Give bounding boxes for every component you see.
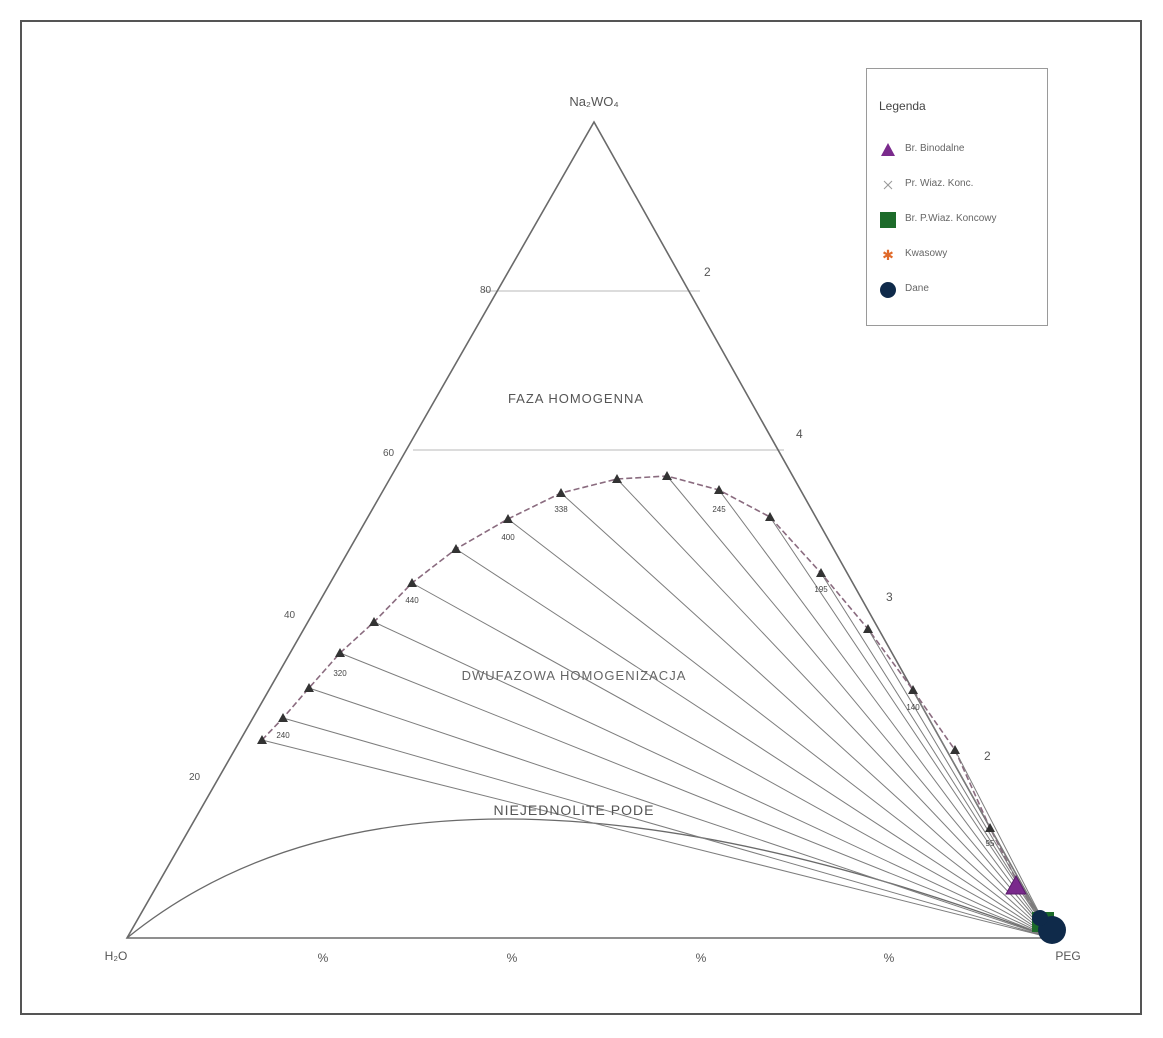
- binodal-point-marker: [556, 488, 566, 497]
- left-tick-2: 60: [383, 448, 395, 459]
- square-marker-icon: [880, 212, 896, 228]
- binodal-point-marker: [407, 578, 417, 587]
- left-tick-4: 20: [189, 772, 201, 783]
- tie-line: [282, 717, 1053, 939]
- tie-line: [666, 475, 1053, 939]
- binodal-point-marker: [304, 683, 314, 692]
- region-label-homogeneous: FAZA HOMOGENNA: [508, 391, 644, 406]
- legend-item-label: Kwasowy: [905, 248, 948, 259]
- point-label: 240: [276, 731, 290, 740]
- binodal-point-marker: [908, 685, 918, 694]
- point-label: 95: [986, 839, 995, 848]
- point-label: 195: [814, 585, 828, 594]
- legend-item-data: Dane: [875, 279, 1045, 301]
- tie-line: [820, 572, 1053, 939]
- tie-line: [261, 739, 1053, 939]
- binodal-point-marker: [257, 735, 267, 744]
- vertex-label-right: PEG: [1055, 949, 1080, 963]
- tie-line: [507, 518, 1053, 939]
- triangle-marker-icon: [881, 143, 895, 156]
- right-tick-1: 2: [704, 265, 711, 279]
- right-tick-4: 2: [984, 749, 991, 763]
- svg-text:✱: ✱: [882, 247, 894, 263]
- binodal-point-marker: [765, 512, 775, 521]
- binodal-markers: [257, 471, 995, 832]
- point-label: 245: [712, 505, 726, 514]
- binodal-point-marker: [278, 713, 288, 722]
- binodal-point-marker: [335, 648, 345, 657]
- legend-item-label: Pr. Wiaz. Konc.: [905, 178, 974, 189]
- vertex-label-left: H₂O: [105, 949, 128, 963]
- binodal-point-marker: [451, 544, 461, 553]
- left-tick-1: 80: [480, 285, 492, 296]
- tie-line: [308, 687, 1053, 939]
- lower-region-boundary: [126, 818, 1053, 939]
- binodal-point-marker: [816, 568, 826, 577]
- binodal-point-marker: [662, 471, 672, 480]
- tie-line: [718, 489, 1053, 939]
- cross-marker-icon: [883, 180, 893, 190]
- bottom-tick-3: %: [696, 951, 707, 965]
- binodal-point-marker: [714, 485, 724, 494]
- left-tick-3: 40: [284, 610, 296, 621]
- tie-line: [616, 478, 1053, 939]
- data-cluster: [1005, 874, 1066, 944]
- star-marker-icon: ✱: [882, 247, 894, 263]
- region-label-two-phase: DWUFAZOWA HOMOGENIZACJA: [462, 668, 687, 683]
- tie-line: [560, 492, 1053, 939]
- binodal-point-marker: [369, 617, 379, 626]
- guide-lines: [413, 290, 784, 451]
- binodal-triangle-marker: [1005, 874, 1027, 895]
- tie-line: [954, 749, 1053, 939]
- legend-item-tie-line: Pr. Wiaz. Konc.: [875, 174, 1045, 196]
- legend-item-tie-line-end: Br. P.Wiaz. Koncowy: [875, 209, 1045, 231]
- region-label-unsuitable: NIEJEDNOLITE PODE: [494, 802, 655, 818]
- legend-title: Legenda: [879, 99, 926, 113]
- binodal-point-marker: [985, 823, 995, 832]
- right-tick-2: 4: [796, 427, 803, 441]
- tie-line: [769, 516, 1053, 939]
- tie-line: [373, 621, 1053, 939]
- legend-item-label: Dane: [905, 283, 929, 294]
- legend-item-label: Br. P.Wiaz. Koncowy: [905, 213, 997, 224]
- tie-line: [339, 652, 1053, 939]
- data-circle-marker-small: [1032, 910, 1048, 926]
- point-label: 400: [501, 533, 515, 542]
- binodal-point-marker: [503, 514, 513, 523]
- ternary-triangle: [125, 120, 1054, 939]
- binodal-curve: [261, 475, 1053, 939]
- point-label: 320: [333, 669, 347, 678]
- legend-item-acid: ✱ Kwasowy: [875, 244, 1045, 266]
- point-label: 440: [405, 596, 419, 605]
- bottom-tick-4: %: [884, 951, 895, 965]
- circle-marker-icon: [880, 282, 896, 298]
- binodal-point-marker: [863, 624, 873, 633]
- right-tick-3: 3: [886, 590, 893, 604]
- legend-item-label: Br. Binodalne: [905, 143, 965, 154]
- bottom-tick-1: %: [318, 951, 329, 965]
- tie-lines: [261, 475, 1053, 939]
- legend-item-binodal: Br. Binodalne: [875, 139, 1045, 161]
- bottom-tick-2: %: [507, 951, 518, 965]
- binodal-point-marker: [950, 745, 960, 754]
- legend-box: Legenda Br. Binodalne Pr. Wiaz. Konc. Br…: [866, 68, 1048, 326]
- tie-line: [455, 548, 1053, 939]
- vertex-label-top: Na₂WO₄: [569, 94, 618, 109]
- binodal-point-marker: [612, 474, 622, 483]
- tie-line: [411, 582, 1053, 939]
- point-label: 338: [554, 505, 568, 514]
- point-label: 140: [906, 703, 920, 712]
